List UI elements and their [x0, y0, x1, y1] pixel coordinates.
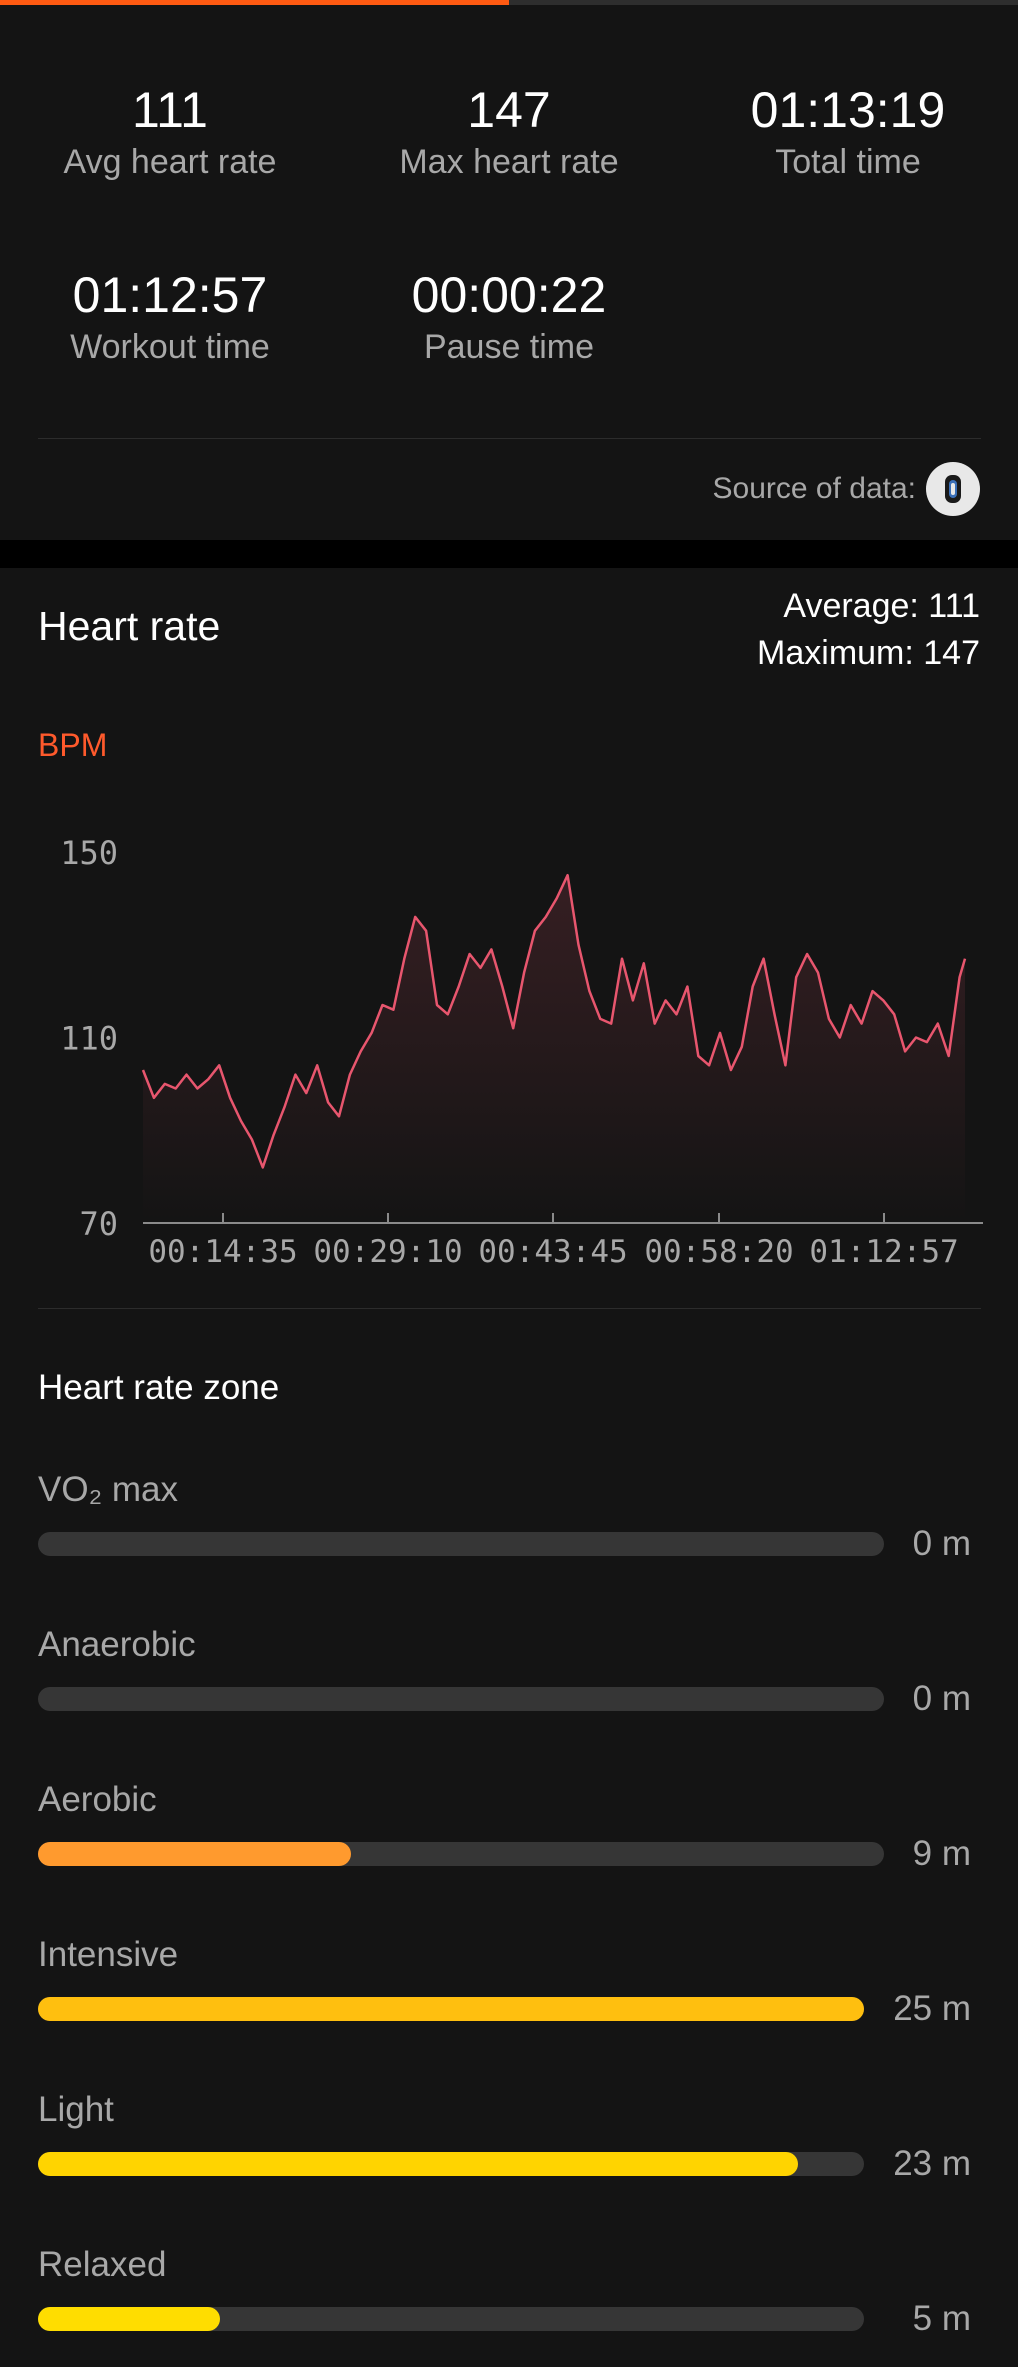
heart-rate-average: Average: 111 [783, 587, 980, 625]
zone-name: Light [38, 2090, 114, 2129]
zone-row: VO₂ max 0 m [38, 1470, 983, 1580]
y-tick-label: 70 [79, 1205, 118, 1243]
zone-bar-track [38, 1842, 884, 1866]
zone-duration: 9 m [912, 1834, 971, 1873]
zone-duration: 23 m [893, 2144, 971, 2183]
y-tick-label: 110 [60, 1020, 118, 1058]
zone-bar-track [38, 1997, 864, 2021]
zone-bar-track [38, 2307, 864, 2331]
data-source[interactable]: Source of data: [713, 462, 980, 516]
zone-duration: 5 m [912, 2299, 971, 2338]
stat-value: 01:12:57 [72, 267, 268, 323]
top-progress-track [0, 0, 1018, 5]
zone-bar-track [38, 1687, 884, 1711]
source-label: Source of data: [712, 472, 916, 505]
heart-rate-chart[interactable]: 150 110 70 00:14:35 00:29:10 00:43:45 00:58:20… [0, 820, 1018, 1280]
top-progress-fill [0, 0, 509, 5]
stat-value: 147 [467, 82, 551, 138]
zone-duration: 0 m [912, 1524, 971, 1563]
stat-pause-time: 00:00:22 Pause time [339, 270, 679, 364]
zone-bar-track [38, 2152, 864, 2176]
summary-card [0, 5, 1018, 540]
stat-total-time: 01:13:19 Total time [678, 85, 1018, 179]
zone-name: Intensive [38, 1935, 179, 1974]
zone-row: Light 23 m [38, 2090, 983, 2200]
summary-divider [38, 438, 981, 439]
stat-label: Avg heart rate [63, 143, 277, 181]
zone-bar-fill [38, 1842, 351, 1866]
zone-name: VO₂ max [38, 1470, 178, 1509]
stat-value: 01:13:19 [750, 82, 946, 138]
zone-bar-fill [38, 2307, 220, 2331]
stat-avg-heart-rate: 111 Avg heart rate [0, 85, 340, 179]
y-tick-label: 150 [60, 834, 118, 872]
heart-rate-summary: Average: 111 Maximum: 147 [757, 583, 980, 677]
stat-workout-time: 01:12:57 Workout time [0, 270, 340, 364]
x-tick-label: 00:14:35 [148, 1234, 297, 1270]
zone-duration: 25 m [893, 1989, 971, 2028]
zone-row: Anaerobic 0 m [38, 1625, 983, 1735]
device-band-icon[interactable] [926, 462, 980, 516]
stat-label: Max heart rate [399, 143, 619, 181]
zone-name: Anaerobic [38, 1625, 196, 1664]
heart-rate-zone-title: Heart rate zone [38, 1368, 280, 1407]
zone-bar-fill [38, 1997, 864, 2021]
stat-label: Pause time [423, 328, 595, 366]
zone-bar-fill [38, 2152, 798, 2176]
heart-rate-title: Heart rate [38, 603, 221, 649]
stat-value: 111 [131, 82, 208, 138]
chart-divider [38, 1308, 981, 1309]
zone-name: Relaxed [38, 2245, 167, 2284]
x-tick-label: 00:43:45 [478, 1234, 627, 1270]
zone-name: Aerobic [38, 1780, 157, 1819]
zone-row: Intensive 25 m [38, 1935, 983, 2045]
x-tick-label: 00:58:20 [644, 1234, 793, 1270]
x-tick-label: 00:29:10 [313, 1234, 462, 1270]
zone-bar-track [38, 1532, 884, 1556]
zone-row: Aerobic 9 m [38, 1780, 983, 1890]
stat-label: Workout time [70, 328, 270, 366]
heart-rate-line [141, 873, 967, 1169]
stat-max-heart-rate: 147 Max heart rate [339, 85, 679, 179]
stat-value: 00:00:22 [411, 267, 607, 323]
stat-label: Total time [775, 143, 921, 181]
chart-unit-label: BPM [38, 727, 108, 763]
heart-rate-maximum: Maximum: 147 [757, 634, 980, 672]
x-tick-label: 01:12:57 [809, 1234, 958, 1270]
heart-rate-card [0, 568, 1018, 2367]
zone-row: Relaxed 5 m [38, 2245, 983, 2355]
zone-duration: 0 m [912, 1679, 971, 1718]
heart-rate-area [143, 875, 965, 1223]
